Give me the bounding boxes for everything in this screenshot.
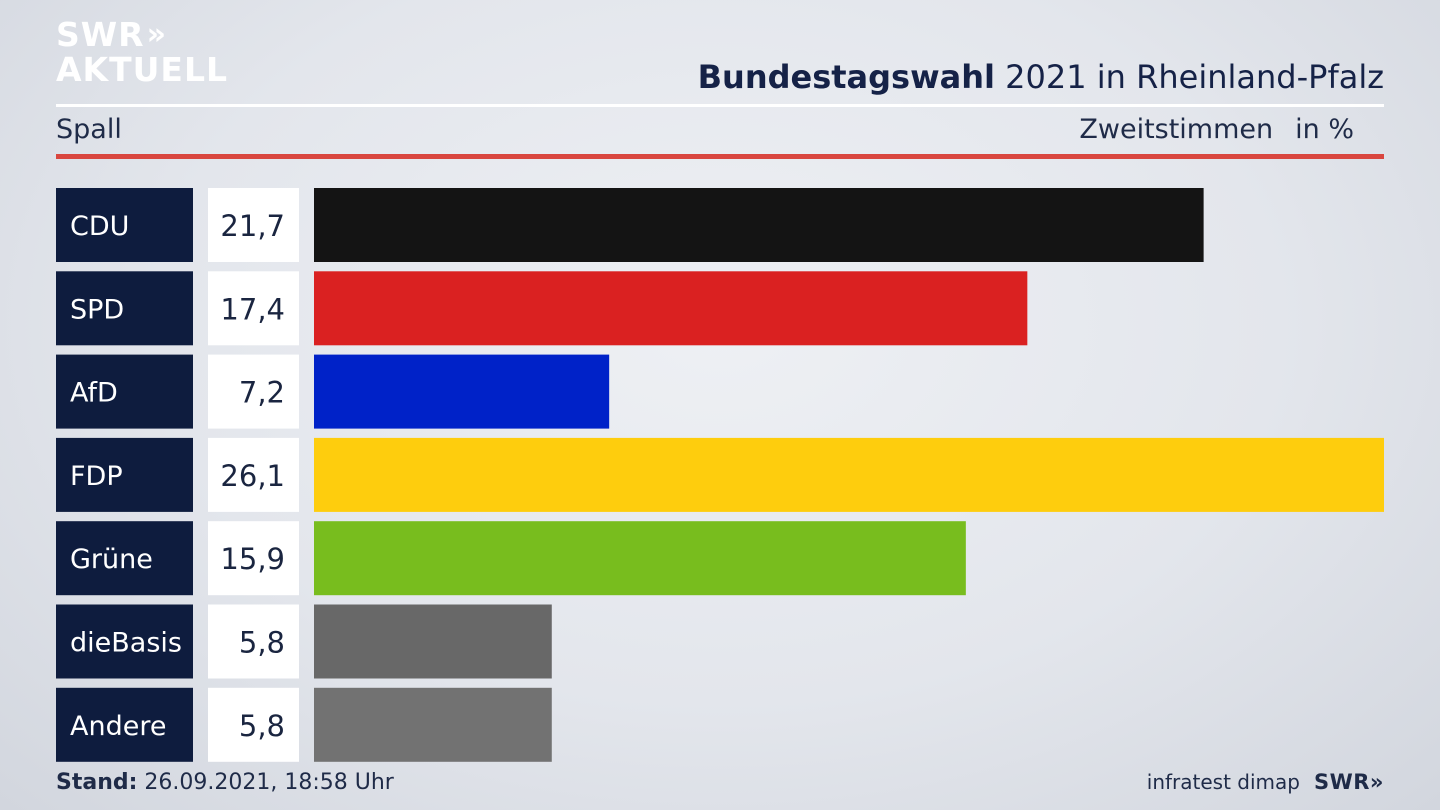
party-label-afd: AfD — [70, 378, 118, 409]
region-label: Spall — [56, 114, 122, 145]
party-label-box-cdu — [56, 188, 193, 262]
party-label-box-spd — [56, 271, 193, 346]
party-label-andere: Andere — [70, 711, 166, 742]
value-box-afd — [208, 354, 299, 429]
timestamp: Stand: 26.09.2021, 18:58 Uhr — [56, 770, 394, 795]
value-box-diebasis — [208, 604, 299, 679]
value-label-andere: 5,8 — [239, 709, 285, 743]
chart-title-rest: 2021 in Rheinland-Pfalz — [995, 58, 1384, 96]
value-box-gr-ne — [208, 521, 299, 596]
value-box-spd — [208, 271, 299, 346]
logo-aktuell-text: AKTUELL — [56, 50, 229, 89]
value-label-gr-ne: 15,9 — [220, 542, 285, 576]
measure-text: Zweitstimmen — [1079, 114, 1274, 145]
party-label-box-fdp — [56, 437, 193, 512]
bar-afd — [314, 354, 610, 429]
party-label-fdp: FDP — [70, 461, 123, 492]
header-divider — [56, 104, 1384, 107]
bar-fdp — [314, 437, 1384, 512]
party-label-box-gr-ne — [56, 521, 193, 596]
swr-aktuell-logo: SWR» AKTUELL — [56, 18, 228, 86]
measure-label: Zweitstimmen in % — [1079, 114, 1354, 145]
value-label-cdu: 21,7 — [220, 209, 285, 243]
value-label-afd: 7,2 — [239, 376, 285, 410]
bar-cdu — [314, 188, 1204, 262]
value-label-diebasis: 5,8 — [239, 626, 285, 660]
party-label-gr-ne: Grüne — [70, 544, 153, 575]
timestamp-value: 26.09.2021, 18:58 Uhr — [137, 770, 394, 795]
bar-diebasis — [314, 604, 552, 679]
party-label-box-diebasis — [56, 604, 193, 679]
timestamp-label: Stand: — [56, 770, 138, 795]
party-label-diebasis: dieBasis — [70, 628, 182, 659]
source-text: infratest dimap — [1146, 770, 1300, 794]
source-credit: infratest dimap SWR» — [1147, 770, 1384, 794]
party-label-box-andere — [56, 687, 193, 762]
value-box-cdu — [208, 188, 299, 262]
party-label-spd: SPD — [70, 294, 124, 325]
party-label-cdu: CDU — [70, 211, 129, 242]
value-box-andere — [208, 687, 299, 762]
swr-small-logo: SWR» — [1313, 770, 1384, 794]
chart-title: Bundestagswahl 2021 in Rheinland-Pfalz — [698, 58, 1384, 96]
bar-gr-ne — [314, 521, 966, 596]
party-label-box-afd — [56, 354, 193, 429]
value-label-fdp: 26,1 — [220, 459, 285, 493]
bar-spd — [314, 271, 1028, 346]
accent-divider — [56, 154, 1384, 159]
unit-text: in % — [1295, 114, 1354, 145]
logo-swr-text: SWR — [56, 15, 145, 54]
chart-title-bold: Bundestagswahl — [697, 58, 995, 96]
bar-andere — [314, 687, 552, 762]
value-label-spd: 17,4 — [220, 292, 285, 326]
value-box-fdp — [208, 437, 299, 512]
